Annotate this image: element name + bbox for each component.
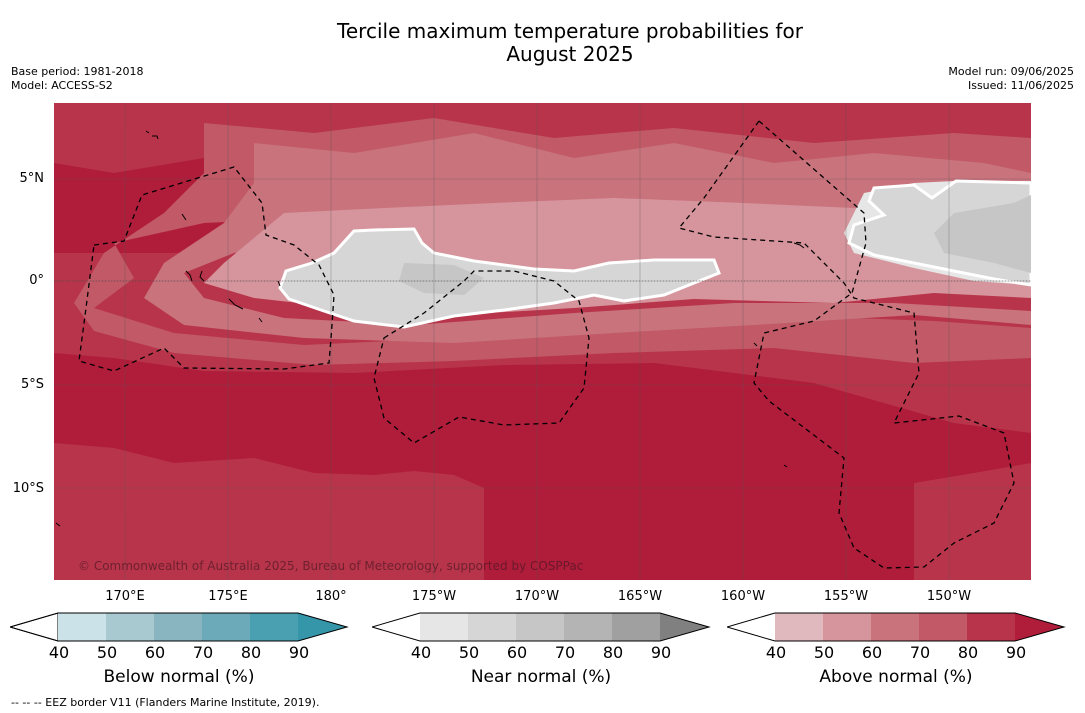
colorbar-near-high-arrow [660,613,709,641]
lon-label: 170°W [514,589,560,604]
island [258,317,263,323]
credit-text: © Commonwealth of Australia 2025, Bureau… [78,559,584,573]
island [152,135,159,140]
lat-label: 10°S [12,481,44,496]
model-name: Model: ACCESS-S2 [11,79,113,92]
colorbar-near-tick: 90 [650,643,672,662]
eez-border-central [373,270,590,444]
contour-above-60 [144,133,1031,343]
colorbar-near-tick: 80 [602,643,624,662]
colorbar-near-tick: 70 [554,643,576,662]
colorbar-above-tick: 90 [1005,643,1027,662]
island [753,342,758,347]
probability-map [54,103,1031,580]
colorbar-near-low-arrow [372,613,420,641]
colorbar-above-tick: 50 [813,643,835,662]
eez-border-west [78,166,335,372]
island [228,298,244,310]
colorbar-above-swatch [823,613,871,641]
colorbar-near-tick: 60 [506,643,528,662]
island [277,280,281,287]
lon-label: 175°E [208,589,248,604]
colorbar-below-tick: 60 [144,643,166,662]
colorbar-near-swatch [612,613,660,641]
title-line-2: August 2025 [506,42,634,66]
colorbar-above-swatch [871,613,919,641]
island [783,464,788,468]
lat-label: 5°N [19,171,45,186]
island [55,522,61,527]
island [185,270,193,282]
colorbar-above-outline [727,612,1066,642]
colorbar-above-tick: 60 [861,643,883,662]
colorbar-above-title: Above normal (%) [819,667,973,687]
graticule [54,103,1031,580]
colorbar-near-title: Near normal (%) [470,667,612,687]
island [793,242,805,249]
run-info: Model run: 09/06/2025 Issued: 11/06/2025 [948,65,1074,93]
contour-near-60-west [399,263,484,295]
lon-label: 170°E [105,589,145,604]
colorbar-below-swatch [58,613,106,641]
lat-label: 5°S [20,377,44,392]
island [145,130,150,134]
colorbar-below-swatch [250,613,298,641]
colorbar-below-high-arrow [298,613,347,641]
colorbar-above-tick: 70 [909,643,931,662]
colorbar-below-low-arrow [10,612,59,642]
model-run: Model run: 09/06/2025 [948,65,1074,78]
title-line-1: Tercile maximum temperature probabilitie… [337,19,803,43]
islands [55,130,805,527]
issued-date: Issued: 11/06/2025 [967,79,1074,92]
lon-label: 180° [315,589,347,604]
colorbar-below-tick: 40 [48,643,70,662]
contour-near-60 [934,195,1031,273]
colorbar-below-tick: 70 [192,643,214,662]
lon-label: 160°W [720,589,766,604]
eez-border-east [677,120,1015,569]
colorbar-above-swatch [967,613,1015,641]
base-info: Base period: 1981-2018 Model: ACCESS-S2 [11,65,143,93]
eez-legend-note: -- -- -- EEZ border V11 (Flanders Marine… [11,696,320,709]
colorbar-near-swatch [516,613,564,641]
colorbar-below-tick: 90 [288,643,310,662]
colorbar-below-tick: 80 [240,643,262,662]
colorbar-near-tick: 50 [458,643,480,662]
colorbar-above-low-arrow [727,613,775,641]
island [199,270,205,282]
base-period: Base period: 1981-2018 [11,65,144,78]
colorbar-above [727,612,1066,642]
colorbar-above-tick: 40 [765,643,787,662]
lon-label: 150°W [926,589,972,604]
eez-borders [78,120,1015,569]
lat-label: 0° [29,273,44,288]
colorbar-near-outline [372,612,711,642]
colorbar-below-outline [10,612,349,642]
map-title: Tercile maximum temperature probabilitie… [0,20,1085,66]
colorbar-near-swatch [564,613,612,641]
lon-label: 175°W [411,589,457,604]
colorbar-near [372,612,711,642]
contour-above-80-south [54,443,1031,580]
colorbar-below-tick: 50 [96,643,118,662]
contour-near-50-west [278,227,721,329]
lon-label: 165°W [617,589,663,604]
colorbar-above-high-arrow [1015,613,1064,641]
colorbar-above-tick: 80 [957,643,979,662]
colorbar-below-swatch [202,613,250,641]
island [181,213,187,221]
colorbar-below-swatch [106,613,154,641]
colorbar-near-swatch [468,613,516,641]
colorbar-near-tick: 40 [410,643,432,662]
lon-label: 155°W [823,589,869,604]
colorbar-above-swatch [919,613,967,641]
colorbar-below-title: Below normal (%) [103,667,255,687]
colorbar-above-swatch [775,613,823,641]
colorbar-near-swatch [420,613,468,641]
colorbar-below [10,612,349,642]
colorbar-below-swatch [154,613,202,641]
